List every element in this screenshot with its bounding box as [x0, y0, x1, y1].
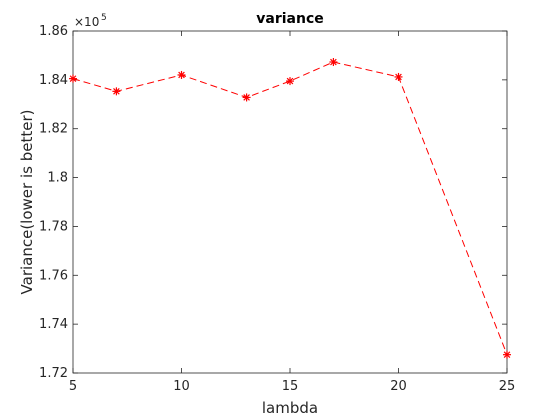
- x-tick-label: 5: [69, 379, 77, 394]
- x-tick-label: 15: [282, 379, 299, 394]
- x-tick-label: 10: [173, 379, 190, 394]
- data-point-marker: [329, 58, 338, 67]
- y-scale-note: ×10: [74, 15, 99, 29]
- plot-area: [72, 30, 508, 374]
- y-axis-label: Variance(lower is better): [18, 110, 36, 295]
- data-point-marker: [177, 70, 186, 79]
- y-tick-label: 1.76: [39, 268, 68, 283]
- y-tick-label: 1.86: [39, 24, 68, 39]
- y-tick-label: 1.82: [39, 122, 68, 137]
- series-line: [72, 61, 508, 355]
- data-point-marker: [286, 77, 294, 86]
- y-tick-label: 1.74: [39, 317, 68, 332]
- data-point-marker: [112, 87, 121, 96]
- y-tick-label: 1.8: [47, 171, 68, 186]
- x-tick-label: 20: [390, 379, 407, 394]
- y-tick-label: 1.78: [39, 219, 68, 234]
- data-point-marker: [503, 350, 511, 359]
- series-layer: [69, 58, 511, 359]
- y-axis: 1.72 1.74 1.76 1.78 1.8 1.82 1.84 1.86: [39, 24, 507, 381]
- x-axis: 5 10 15 20 25: [69, 31, 515, 394]
- data-point-marker: [242, 93, 251, 102]
- x-tick-label: 25: [499, 379, 516, 394]
- data-point-marker: [69, 74, 77, 83]
- chart-title: variance: [256, 11, 323, 27]
- data-point-marker: [394, 72, 403, 81]
- x-axis-label: lambda: [262, 399, 318, 417]
- y-scale-exponent: 5: [101, 13, 107, 23]
- y-scale-multiplier: ×10 5: [74, 13, 107, 29]
- y-tick-label: 1.72: [39, 366, 68, 381]
- y-tick-label: 1.84: [39, 73, 68, 88]
